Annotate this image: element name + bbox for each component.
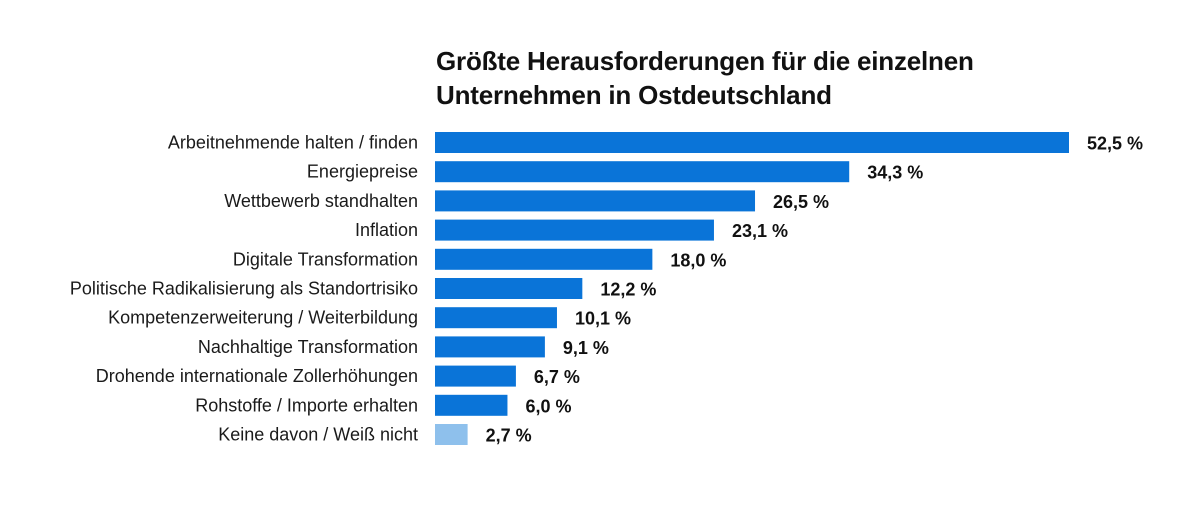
chart-title-line-2: Unternehmen in Ostdeutschland [436,80,832,110]
value-label: 26,5 % [773,192,829,212]
value-label: 12,2 % [600,280,656,300]
category-label: Keine davon / Weiß nicht [218,425,418,445]
category-label: Nachhaltige Transformation [198,337,418,357]
bar [435,161,850,183]
bar [435,219,714,241]
bar [435,132,1069,153]
bar [435,394,508,416]
bar [435,365,516,387]
value-label: 10,1 % [575,309,631,329]
value-label: 34,3 % [867,163,923,183]
category-label: Drohende internationale Zollerhöhungen [96,366,418,386]
value-label: 6,0 % [525,396,571,416]
category-label: Wettbewerb standhalten [224,191,418,211]
category-label: Politische Radikalisierung als Standortr… [70,279,418,299]
value-label: 23,1 % [732,221,788,241]
bar [435,307,557,329]
bar [435,248,653,270]
chart-title-line-1: Größte Herausforderungen für die einzeln… [436,46,974,76]
chart-title: Größte Herausforderungen für die einzeln… [436,44,1136,112]
category-label: Arbeitnehmende halten / finden [168,133,418,153]
bar [435,190,756,212]
value-label: 2,7 % [486,426,532,446]
value-label: 52,5 % [1087,134,1143,154]
category-label: Inflation [355,220,418,240]
category-label: Energiepreise [307,162,418,182]
bar [435,424,468,445]
category-label: Digitale Transformation [233,249,418,269]
bar [435,336,545,358]
category-label: Kompetenzerweiterung / Weiterbildung [108,308,418,328]
category-label: Rohstoffe / Importe erhalten [195,395,418,415]
value-label: 9,1 % [563,338,609,358]
value-label: 18,0 % [670,250,726,270]
value-label: 6,7 % [534,367,580,387]
bar [435,278,583,299]
